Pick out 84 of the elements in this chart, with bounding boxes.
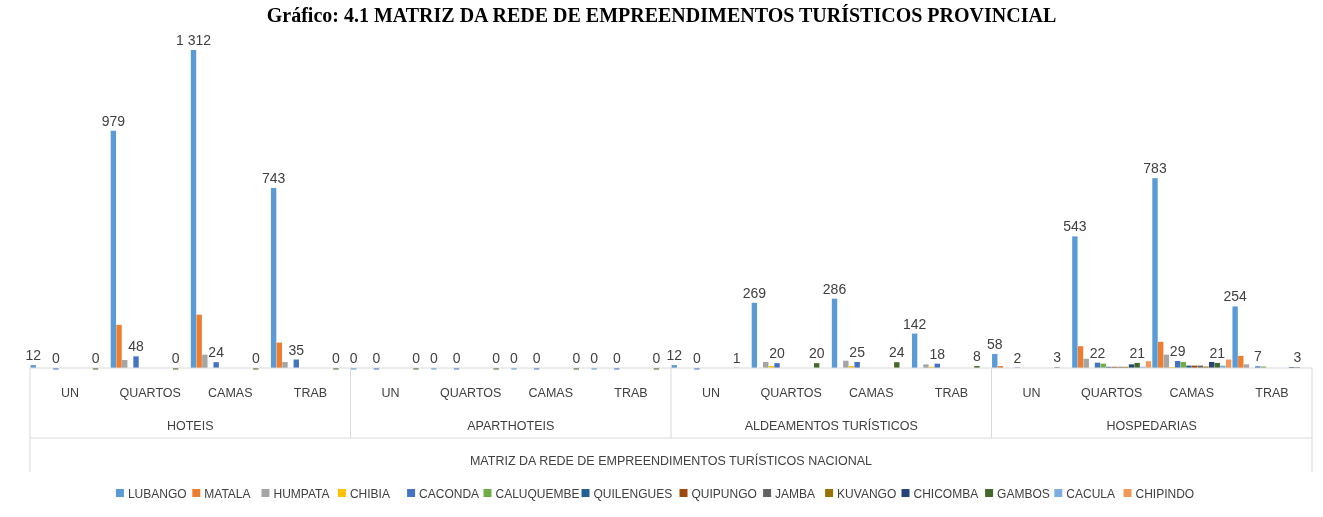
data-label: 3 — [1053, 349, 1062, 366]
x-tick-label: TRAB — [293, 386, 328, 400]
data-label: 22 — [1089, 344, 1106, 361]
data-label: 0 — [652, 350, 661, 366]
data-label: 269 — [742, 284, 767, 301]
legend-label: GAMBOS — [997, 487, 1050, 501]
data-label: 0 — [532, 350, 541, 366]
legend-label: LUBANGO — [127, 487, 187, 501]
data-label: 0 — [572, 350, 581, 366]
x-tick-label: QUARTOS — [1081, 386, 1143, 400]
x-tick-label: CAMAS — [208, 386, 253, 400]
data-label: 2 — [1013, 349, 1022, 366]
data-label: 48 — [128, 338, 145, 355]
data-label: 20 — [808, 345, 825, 362]
text: ALDEAMENTOS TURÍSTICOS — [744, 418, 918, 433]
legend-label: JAMBA — [775, 487, 816, 501]
data-label: 12 — [25, 347, 42, 364]
legend-label: QUILENGUES — [593, 487, 673, 501]
data-label: 0 — [52, 350, 61, 366]
data-label: 0 — [332, 350, 341, 366]
data-label: 0 — [590, 350, 599, 366]
data-label: 783 — [1143, 160, 1167, 177]
x-tick-label: CAMAS — [1169, 386, 1215, 400]
data-label: 0 — [693, 350, 702, 366]
data-label: 0 — [429, 350, 438, 366]
data-label: 1 — [732, 349, 741, 366]
data-label: 0 — [412, 350, 421, 366]
data-label: 21 — [1129, 344, 1146, 361]
data-label: 24 — [889, 344, 905, 361]
x-tick-label: QUARTOS — [760, 386, 822, 400]
text: APARTHOTEIS — [467, 419, 555, 433]
legend-label: CHIPINDO — [1135, 487, 1195, 501]
x-tick-label: UN — [702, 386, 721, 400]
x-tick-label: QUARTOS — [440, 386, 502, 400]
data-label: 0 — [612, 350, 621, 366]
legend-label: CHIBIA — [349, 487, 390, 501]
data-label: 0 — [349, 350, 358, 366]
data-label: 0 — [171, 350, 180, 366]
text: HOTEIS — [166, 419, 214, 433]
legend-label: CACONDA — [419, 487, 480, 501]
data-label: 21 — [1209, 344, 1226, 361]
x-tick-label: UN — [381, 386, 400, 400]
data-label: 8 — [973, 348, 982, 365]
legend-label: MATALA — [204, 487, 251, 501]
data-label: 18 — [929, 345, 946, 362]
x-tick-label: TRAB — [1255, 386, 1289, 400]
data-label: 0 — [452, 350, 461, 366]
x-tick-label: UN — [1022, 386, 1041, 400]
data-label: 7 — [1253, 348, 1262, 365]
data-label: 979 — [101, 112, 126, 129]
data-label: 24 — [208, 344, 225, 361]
data-label: 12 — [666, 347, 683, 364]
data-label: 35 — [288, 341, 305, 358]
legend-label: QUIPUNGO — [691, 487, 757, 501]
x-tick-label: TRAB — [934, 386, 969, 400]
legend-label: KUVANGO — [837, 487, 897, 501]
data-label: 0 — [251, 350, 260, 366]
data-label: 20 — [769, 345, 786, 362]
data-label: 142 — [902, 315, 927, 332]
data-label: 0 — [510, 350, 519, 366]
x-tick-label: CAMAS — [849, 386, 894, 400]
data-label: 0 — [372, 350, 381, 366]
x-tick-label: CAMAS — [528, 386, 574, 400]
chart-title: Gráfico: 4.1 MATRIZ DA REDE DE EMPREENDIMENTOS TURÍSTICOS PROVINCIAL — [266, 4, 1057, 26]
x-tick-label: TRAB — [614, 386, 648, 400]
data-label: 58 — [986, 335, 1003, 352]
legend-label: CHICOMBA — [913, 487, 979, 501]
data-label: 254 — [1223, 288, 1248, 305]
data-label: 743 — [261, 169, 286, 186]
data-label: 1 312 — [175, 32, 212, 48]
data-label: 29 — [1169, 342, 1186, 359]
data-label: 3 — [1293, 349, 1302, 366]
data-label: 286 — [822, 280, 847, 297]
data-label: 543 — [1063, 218, 1087, 235]
legend-label: CALUQUEMBE — [495, 487, 580, 501]
data-label: 25 — [849, 343, 866, 360]
legend-label: HUMPATA — [273, 487, 330, 501]
data-label: 0 — [91, 350, 100, 366]
x-axis-title: MATRIZ DA REDE DE EMPREENDIMENTOS TURÍSTICOS NACIONAL — [469, 453, 873, 468]
legend-label: CACULA — [1066, 487, 1115, 501]
text: HOSPEDARIAS — [1106, 419, 1197, 433]
x-tick-label: QUARTOS — [119, 386, 181, 400]
x-tick-label: UN — [61, 386, 80, 400]
data-label: 0 — [492, 350, 501, 366]
